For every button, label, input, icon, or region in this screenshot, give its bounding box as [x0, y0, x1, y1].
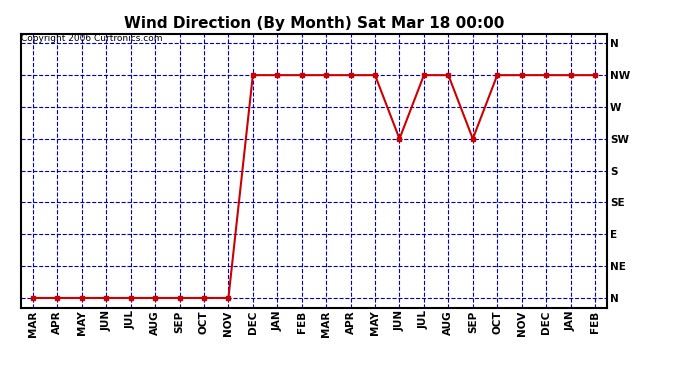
Title: Wind Direction (By Month) Sat Mar 18 00:00: Wind Direction (By Month) Sat Mar 18 00:… [124, 16, 504, 31]
Text: Copyright 2006 Curtronics.com: Copyright 2006 Curtronics.com [21, 34, 162, 43]
